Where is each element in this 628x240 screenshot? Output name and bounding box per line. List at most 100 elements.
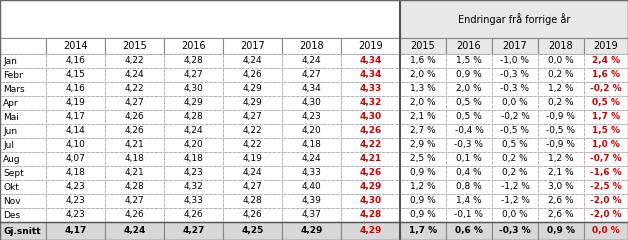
Text: 4,27: 4,27 [242,182,263,192]
Text: 4,20: 4,20 [183,140,203,150]
Bar [446,96,492,110]
Text: 2017: 2017 [240,41,265,51]
Text: 4,21: 4,21 [124,140,144,150]
Bar [282,180,341,194]
Text: 4,28: 4,28 [183,113,203,121]
Bar [223,138,282,152]
Bar [46,222,105,240]
Text: -0,9 %: -0,9 % [546,113,575,121]
Text: Febr: Febr [3,71,23,79]
Bar [223,208,282,222]
Text: Jul: Jul [3,140,14,150]
Text: -1,2 %: -1,2 % [501,182,529,192]
Text: 4,28: 4,28 [183,56,203,66]
Bar [0,166,46,180]
Bar [446,110,492,124]
Text: 4,16: 4,16 [65,56,85,66]
Bar [223,68,282,82]
Text: 4,26: 4,26 [124,126,144,136]
Bar [282,96,341,110]
Bar [538,54,584,68]
Text: 4,29: 4,29 [242,84,263,94]
Text: 4,23: 4,23 [65,210,85,220]
Text: -0,3 %: -0,3 % [455,140,484,150]
Bar [341,110,400,124]
Bar [446,180,492,194]
Text: 2,6 %: 2,6 % [548,210,574,220]
Bar [164,110,223,124]
Bar [105,222,164,240]
Bar [0,82,46,96]
Text: Jun: Jun [3,126,17,136]
Bar [164,68,223,82]
Bar [584,180,628,194]
Bar [538,194,584,208]
Text: 2,7 %: 2,7 % [410,126,436,136]
Text: 2016: 2016 [181,41,206,51]
Text: -0,2 %: -0,2 % [590,84,622,94]
Bar [105,54,164,68]
Bar [46,194,105,208]
Text: -0,5 %: -0,5 % [546,126,575,136]
Text: 4,22: 4,22 [359,140,382,150]
Bar [223,82,282,96]
Bar [446,208,492,222]
Bar [492,194,538,208]
Bar [446,222,492,240]
Text: -2,5 %: -2,5 % [590,182,622,192]
Bar [492,138,538,152]
Bar [538,110,584,124]
Bar [341,96,400,110]
Bar [282,222,341,240]
Text: Aug: Aug [3,155,21,163]
Text: 0,9 %: 0,9 % [410,197,436,205]
Text: 2,4 %: 2,4 % [592,56,620,66]
Text: 4,28: 4,28 [124,182,144,192]
Bar [46,54,105,68]
Bar [538,38,584,54]
Bar [164,194,223,208]
Text: 4,29: 4,29 [359,227,382,235]
Bar [0,68,46,82]
Bar [46,180,105,194]
Text: 2,0 %: 2,0 % [410,98,436,108]
Bar [400,180,446,194]
Bar [46,208,105,222]
Text: 4,24: 4,24 [123,227,146,235]
Bar [105,152,164,166]
Text: 4,19: 4,19 [242,155,263,163]
Bar [584,152,628,166]
Text: 2019: 2019 [358,41,383,51]
Text: 4,27: 4,27 [183,71,203,79]
Text: 0,2 %: 0,2 % [502,168,528,178]
Bar [341,166,400,180]
Text: 2,6 %: 2,6 % [548,197,574,205]
Text: 1,3 %: 1,3 % [410,84,436,94]
Text: 2018: 2018 [549,41,573,51]
Text: 0,8 %: 0,8 % [456,182,482,192]
Bar [400,208,446,222]
Text: 4,27: 4,27 [242,113,263,121]
Text: 2,1 %: 2,1 % [410,113,436,121]
Bar [446,166,492,180]
Text: 0,2 %: 0,2 % [502,155,528,163]
Text: 2018: 2018 [299,41,324,51]
Bar [341,180,400,194]
Bar [492,166,538,180]
Bar [282,166,341,180]
Text: 4,30: 4,30 [359,197,382,205]
Bar [46,38,105,54]
Bar [282,152,341,166]
Text: 4,27: 4,27 [124,197,144,205]
Text: 3,0 %: 3,0 % [548,182,574,192]
Bar [164,152,223,166]
Bar [538,124,584,138]
Bar [0,194,46,208]
Text: 4,22: 4,22 [242,126,263,136]
Bar [492,208,538,222]
Text: 4,26: 4,26 [242,71,263,79]
Text: 4,27: 4,27 [124,98,144,108]
Text: 4,10: 4,10 [65,140,85,150]
Bar [584,54,628,68]
Bar [223,124,282,138]
